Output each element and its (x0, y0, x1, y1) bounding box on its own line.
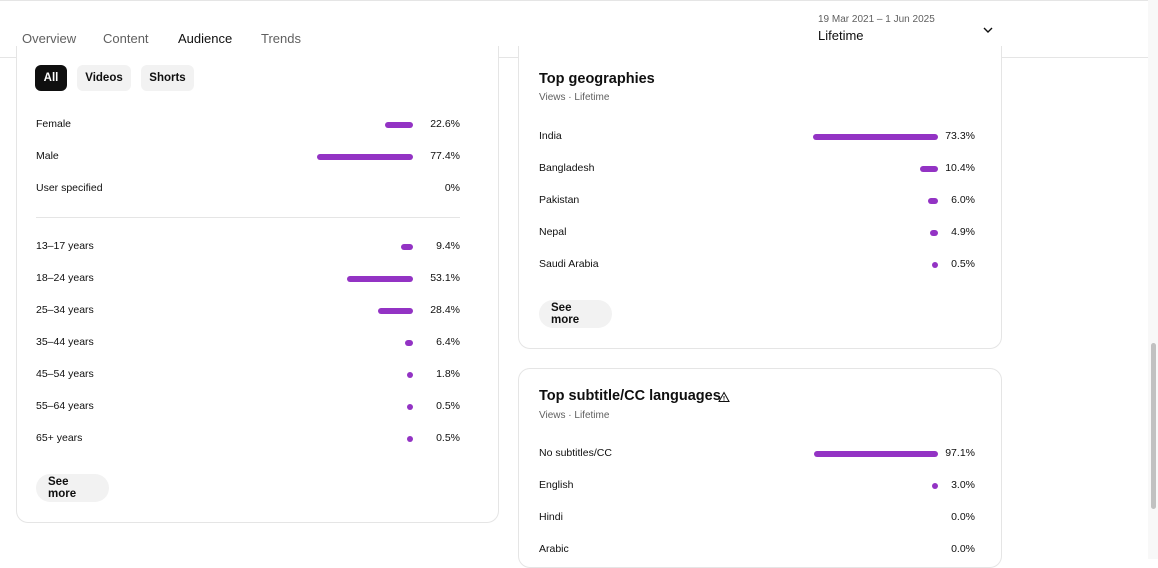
language-value: 0.0% (951, 511, 975, 523)
age-row: 55–64 years 0.5% (36, 400, 460, 416)
age-label: 65+ years (36, 432, 83, 444)
age-row: 18–24 years 53.1% (36, 272, 460, 288)
language-value: 0.0% (951, 543, 975, 555)
geography-value: 0.5% (951, 258, 975, 270)
language-bar (932, 483, 938, 489)
age-label: 25–34 years (36, 304, 94, 316)
age-row: 45–54 years 1.8% (36, 368, 460, 384)
geography-row: India 73.3% (539, 130, 975, 146)
geography-bar (813, 134, 938, 140)
geography-row: Pakistan 6.0% (539, 194, 975, 210)
geography-label: Pakistan (539, 194, 580, 206)
age-row: 13–17 years 9.4% (36, 240, 460, 256)
age-bar (347, 276, 413, 282)
geography-row: Saudi Arabia 0.5% (539, 258, 975, 274)
tab-content[interactable]: Content (103, 31, 149, 46)
geography-label: India (539, 130, 562, 142)
age-label: 13–17 years (36, 240, 94, 252)
gender-value: 0% (444, 182, 460, 194)
age-bar (407, 372, 413, 378)
gender-label: Female (36, 118, 72, 130)
age-value: 1.8% (436, 368, 460, 380)
age-value: 53.1% (430, 272, 460, 284)
geography-label: Nepal (539, 226, 567, 238)
date-range-text: 19 Mar 2021 – 1 Jun 2025 (818, 14, 935, 25)
geography-value: 73.3% (945, 130, 975, 142)
see-more-age-button[interactable]: See more (36, 474, 109, 502)
tab-audience[interactable]: Audience (178, 31, 233, 46)
tab-overview[interactable]: Overview (22, 31, 77, 46)
language-row: Hindi 0.0% (539, 511, 975, 527)
age-bar (401, 244, 413, 250)
gender-bar (384, 122, 413, 128)
language-label: Hindi (539, 511, 563, 523)
age-value: 0.5% (436, 432, 460, 444)
age-bar (377, 308, 413, 314)
geography-label: Saudi Arabia (539, 258, 599, 270)
chevron-down-icon[interactable] (982, 24, 994, 36)
filter-videos-chip[interactable]: Videos (77, 65, 131, 91)
age-row: 35–44 years 6.4% (36, 336, 460, 352)
geography-value: 6.0% (951, 194, 975, 206)
geography-value: 4.9% (951, 226, 975, 238)
gender-value: 77.4% (430, 150, 460, 162)
language-label: English (539, 479, 574, 491)
gender-row: Female 22.6% (36, 118, 460, 134)
language-label: No subtitles/CC (539, 447, 612, 459)
gender-age-card (16, 46, 499, 523)
geography-row: Bangladesh 10.4% (539, 162, 975, 178)
language-row: English 3.0% (539, 479, 975, 495)
age-value: 28.4% (430, 304, 460, 316)
divider (36, 217, 460, 218)
date-period-text: Lifetime (818, 28, 864, 43)
gender-row: User specified 0% (36, 182, 460, 198)
gender-row: Male 77.4% (36, 150, 460, 166)
warning-icon[interactable] (718, 391, 730, 403)
filter-all-chip[interactable]: All (35, 65, 67, 91)
language-value: 97.1% (945, 447, 975, 459)
geography-row: Nepal 4.9% (539, 226, 975, 242)
scrollbar-thumb[interactable] (1151, 343, 1156, 509)
top-languages-card (518, 368, 1002, 568)
gender-label: User specified (36, 182, 103, 194)
geography-label: Bangladesh (539, 162, 595, 174)
age-value: 6.4% (436, 336, 460, 348)
language-value: 3.0% (951, 479, 975, 491)
geographies-title: Top geographies (539, 71, 655, 87)
age-row: 65+ years 0.5% (36, 432, 460, 448)
geographies-subtitle: Views · Lifetime (539, 92, 610, 103)
languages-title: Top subtitle/CC languages (539, 388, 721, 404)
tab-trends[interactable]: Trends (261, 31, 301, 46)
filter-shorts-chip[interactable]: Shorts (141, 65, 194, 91)
age-value: 0.5% (436, 400, 460, 412)
geography-bar (927, 198, 938, 204)
geography-value: 10.4% (945, 162, 975, 174)
top-geographies-card (518, 46, 1002, 349)
age-label: 45–54 years (36, 368, 94, 380)
language-row: Arabic 0.0% (539, 543, 975, 559)
scrollbar-track[interactable] (1148, 0, 1158, 559)
age-label: 55–64 years (36, 400, 94, 412)
languages-subtitle: Views · Lifetime (539, 410, 610, 421)
geography-bar (920, 166, 938, 172)
language-bar (813, 451, 938, 457)
gender-value: 22.6% (430, 118, 460, 130)
age-value: 9.4% (436, 240, 460, 252)
geography-bar (932, 262, 938, 268)
age-label: 18–24 years (36, 272, 94, 284)
age-row: 25–34 years 28.4% (36, 304, 460, 320)
age-bar (407, 404, 413, 410)
age-bar (405, 340, 413, 346)
gender-label: Male (36, 150, 59, 162)
age-label: 35–44 years (36, 336, 94, 348)
language-row: No subtitles/CC 97.1% (539, 447, 975, 463)
see-more-geographies-button[interactable]: See more (539, 300, 612, 328)
geography-bar (929, 230, 938, 236)
gender-bar (317, 154, 413, 160)
age-bar (407, 436, 413, 442)
language-label: Arabic (539, 543, 569, 555)
